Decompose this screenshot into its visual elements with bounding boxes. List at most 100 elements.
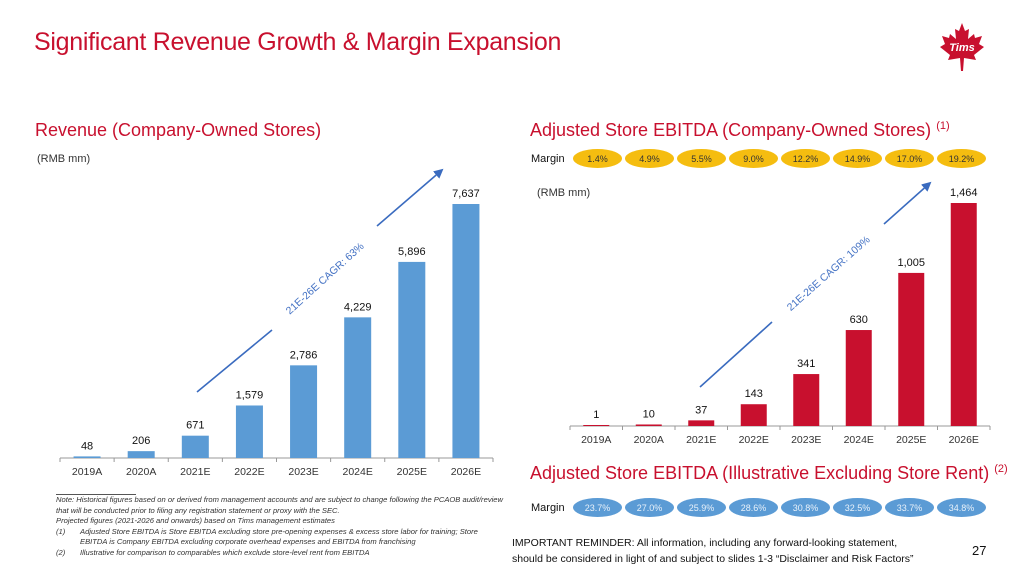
bar xyxy=(793,374,820,426)
bar xyxy=(181,435,209,458)
data-label: 206 xyxy=(132,435,150,447)
bar xyxy=(635,424,662,426)
data-label: 1 xyxy=(593,409,599,421)
x-tick-label: 2023E xyxy=(288,466,318,478)
data-label: 1,579 xyxy=(236,389,264,401)
cagr-arrow-head xyxy=(883,181,932,225)
revenue-title: Revenue (Company-Owned Stores) xyxy=(35,120,322,140)
bar xyxy=(398,261,426,458)
margin-pill: 28.6% xyxy=(729,498,778,517)
x-tick-label: 2022E xyxy=(739,434,769,446)
bar xyxy=(688,420,715,426)
data-label: 1,464 xyxy=(950,187,978,199)
cagr-arrow-head xyxy=(376,168,444,227)
x-tick-label: 2024E xyxy=(343,466,373,478)
ebitda-title-footnote: (1) xyxy=(936,120,950,132)
margin-pill: 23.7% xyxy=(573,498,622,517)
bar xyxy=(583,425,610,426)
x-tick-label: 2024E xyxy=(844,434,874,446)
margin-pill: 4.9% xyxy=(625,149,674,168)
data-label: 7,637 xyxy=(452,188,480,200)
margin-pill: 30.8% xyxy=(781,498,830,517)
footnote-number: (1) xyxy=(56,526,66,536)
ex-rent-title: Adjusted Store EBITDA (Illustrative Excl… xyxy=(530,463,1008,484)
margin-pill: 33.7% xyxy=(885,498,934,517)
bar xyxy=(73,456,101,458)
margin-label: Margin xyxy=(531,152,565,165)
x-tick-label: 2021E xyxy=(180,466,210,478)
cagr-arrow-line xyxy=(196,329,273,393)
note-text: Note: Historical figures based on or der… xyxy=(56,495,504,515)
revenue-unit: (RMB mm) xyxy=(37,153,91,165)
ex-rent-title-text: Adjusted Store EBITDA (Illustrative Excl… xyxy=(530,463,990,483)
margin-pill: 9.0% xyxy=(729,149,778,168)
bar xyxy=(452,204,480,458)
bar xyxy=(127,451,155,458)
footnotes: Note: Historical figures based on or der… xyxy=(56,495,506,558)
footnote-1: (1) Adjusted Store EBITDA is Store EBITDA… xyxy=(56,527,506,548)
important-reminder: IMPORTANT REMINDER: All information, inc… xyxy=(512,535,914,567)
data-label: 10 xyxy=(643,408,655,420)
margin-pill: 1.4% xyxy=(573,149,622,168)
page-number: 27 xyxy=(972,543,987,558)
ex-rent-title-footnote: (2) xyxy=(994,463,1008,475)
x-tick-label: 2019A xyxy=(581,434,611,446)
bar xyxy=(344,317,372,458)
data-label: 1,005 xyxy=(897,257,925,269)
x-tick-label: 2023E xyxy=(791,434,821,446)
revenue-chart: 48 2019A 206 2020A 671 2021E 1,579 2022E 2,786 20… xyxy=(59,168,494,478)
margin-pill: 34.8% xyxy=(937,498,986,517)
data-label: 5,896 xyxy=(398,246,426,258)
x-tick-label: 2025E xyxy=(397,466,427,478)
data-label: 630 xyxy=(850,314,868,326)
logo-text: Tims xyxy=(949,42,974,54)
margin-label: Margin xyxy=(531,501,565,514)
data-label: 4,229 xyxy=(344,301,372,313)
ebitda-title-text: Adjusted Store EBITDA (Company-Owned Sto… xyxy=(530,120,932,140)
bar xyxy=(235,405,263,458)
margin-pill: 32.5% xyxy=(833,498,882,517)
reminder-line-2: should be considered in light of and sub… xyxy=(512,553,914,565)
margin-pill: 12.2% xyxy=(781,149,830,168)
x-tick-label: 2020A xyxy=(126,466,156,478)
bar xyxy=(898,272,925,426)
projected-note: Projected figures (2021-2026 and onwards… xyxy=(56,516,335,525)
bar xyxy=(845,330,872,426)
footnote-text: Adjusted Store EBITDA is Store EBITDA ex… xyxy=(80,526,478,547)
ebitda-unit: (RMB mm) xyxy=(537,187,591,199)
reminder-line-1: IMPORTANT REMINDER: All information, inc… xyxy=(512,537,898,549)
ebitda-chart: 12019A102020A372021E1432022E3412023E6302… xyxy=(569,181,991,446)
data-label: 37 xyxy=(695,404,707,416)
margin-pill: 19.2% xyxy=(937,149,986,168)
margin-pill: 14.9% xyxy=(833,149,882,168)
slide-title: Significant Revenue Growth & Margin Expa… xyxy=(34,28,562,56)
x-tick-label: 2019A xyxy=(72,466,102,478)
bar xyxy=(740,404,767,426)
footnote-2: (2) Illustrative for comparison to compar… xyxy=(56,548,506,559)
x-tick-label: 2022E xyxy=(234,466,264,478)
tims-maple-leaf-logo: Tims xyxy=(940,23,984,71)
data-label: 2,786 xyxy=(290,349,318,361)
x-tick-label: 2026E xyxy=(949,434,979,446)
x-tick-label: 2026E xyxy=(451,466,481,478)
data-label: 671 xyxy=(186,420,204,432)
data-label: 48 xyxy=(81,440,93,452)
cagr-annotation: 21E-26E CAGR: 109% xyxy=(785,234,873,314)
margin-pill: 17.0% xyxy=(885,149,934,168)
ebitda-title: Adjusted Store EBITDA (Company-Owned Sto… xyxy=(530,120,950,141)
data-label: 341 xyxy=(797,358,815,370)
ex-rent-margin-row: Margin 23.7% 27.0% 25.9% 28.6% 30.8% 32.… xyxy=(531,498,989,517)
x-tick-label: 2025E xyxy=(896,434,926,446)
cagr-arrow-line xyxy=(699,321,773,388)
footnote-text: Illustrative for comparison to comparabl… xyxy=(80,547,370,557)
bar xyxy=(950,203,977,426)
margin-pill: 5.5% xyxy=(677,149,726,168)
footnote-number: (2) xyxy=(56,547,66,557)
margin-pill: 27.0% xyxy=(625,498,674,517)
notes-divider xyxy=(56,494,136,495)
x-tick-label: 2020A xyxy=(634,434,664,446)
maple-leaf-icon xyxy=(940,23,984,71)
margin-pill: 25.9% xyxy=(677,498,726,517)
bar xyxy=(290,365,318,458)
ebitda-margin-row: Margin 1.4% 4.9% 5.5% 9.0% 12.2% 14.9% 1… xyxy=(531,149,989,168)
